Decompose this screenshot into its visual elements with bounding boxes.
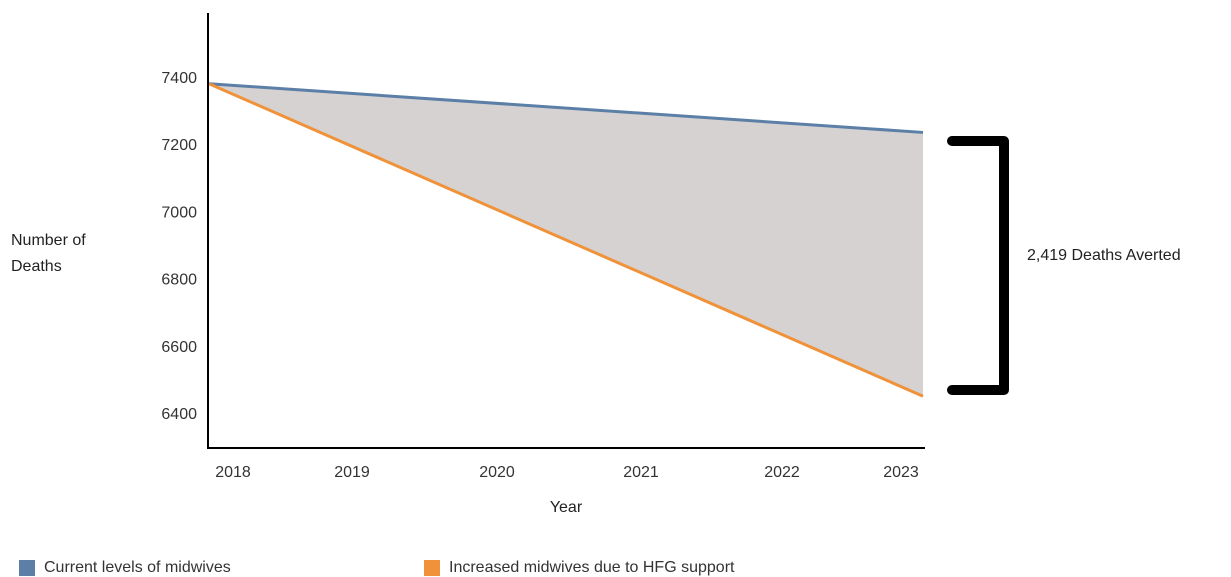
legend-swatch-increased-midwives — [424, 560, 440, 576]
y-axis-title-line-2: Deaths — [11, 258, 62, 275]
x-tick-label: 2020 — [479, 464, 515, 481]
y-tick-label: 6400 — [161, 406, 197, 423]
legend-item-current-levels: Current levels of midwives — [19, 559, 231, 577]
legend-swatch-current-levels — [19, 560, 35, 576]
deaths-averted-bracket — [947, 136, 1009, 395]
legend: Current levels of midwives Increased mid… — [0, 556, 1231, 577]
y-tick-label: 7400 — [161, 70, 197, 87]
y-axis-title-line-1: Number of — [11, 232, 86, 249]
x-tick-label: 2022 — [764, 464, 800, 481]
x-tick-label: 2019 — [334, 464, 370, 481]
x-axis-title: Year — [550, 499, 583, 516]
y-tick-label: 6600 — [161, 339, 197, 356]
deaths-averted-label: 2,419 Deaths Averted — [1027, 247, 1181, 264]
x-tick-label: 2023 — [883, 464, 919, 481]
y-tick-label: 6800 — [161, 272, 197, 289]
legend-label-current-levels: Current levels of midwives — [44, 559, 231, 576]
x-tick-label: 2018 — [215, 464, 251, 481]
legend-label-increased-midwives: Increased midwives due to HFG support — [449, 559, 735, 576]
y-tick-label: 7000 — [161, 204, 197, 221]
series-line-increased-midwives — [208, 82, 924, 398]
legend-item-increased-midwives: Increased midwives due to HFG support — [424, 559, 734, 577]
series-line-current-levels — [208, 82, 924, 134]
y-tick-label: 7200 — [161, 137, 197, 154]
y-axis-title: Number of Deaths — [11, 232, 90, 275]
x-tick-label: 2021 — [623, 464, 659, 481]
